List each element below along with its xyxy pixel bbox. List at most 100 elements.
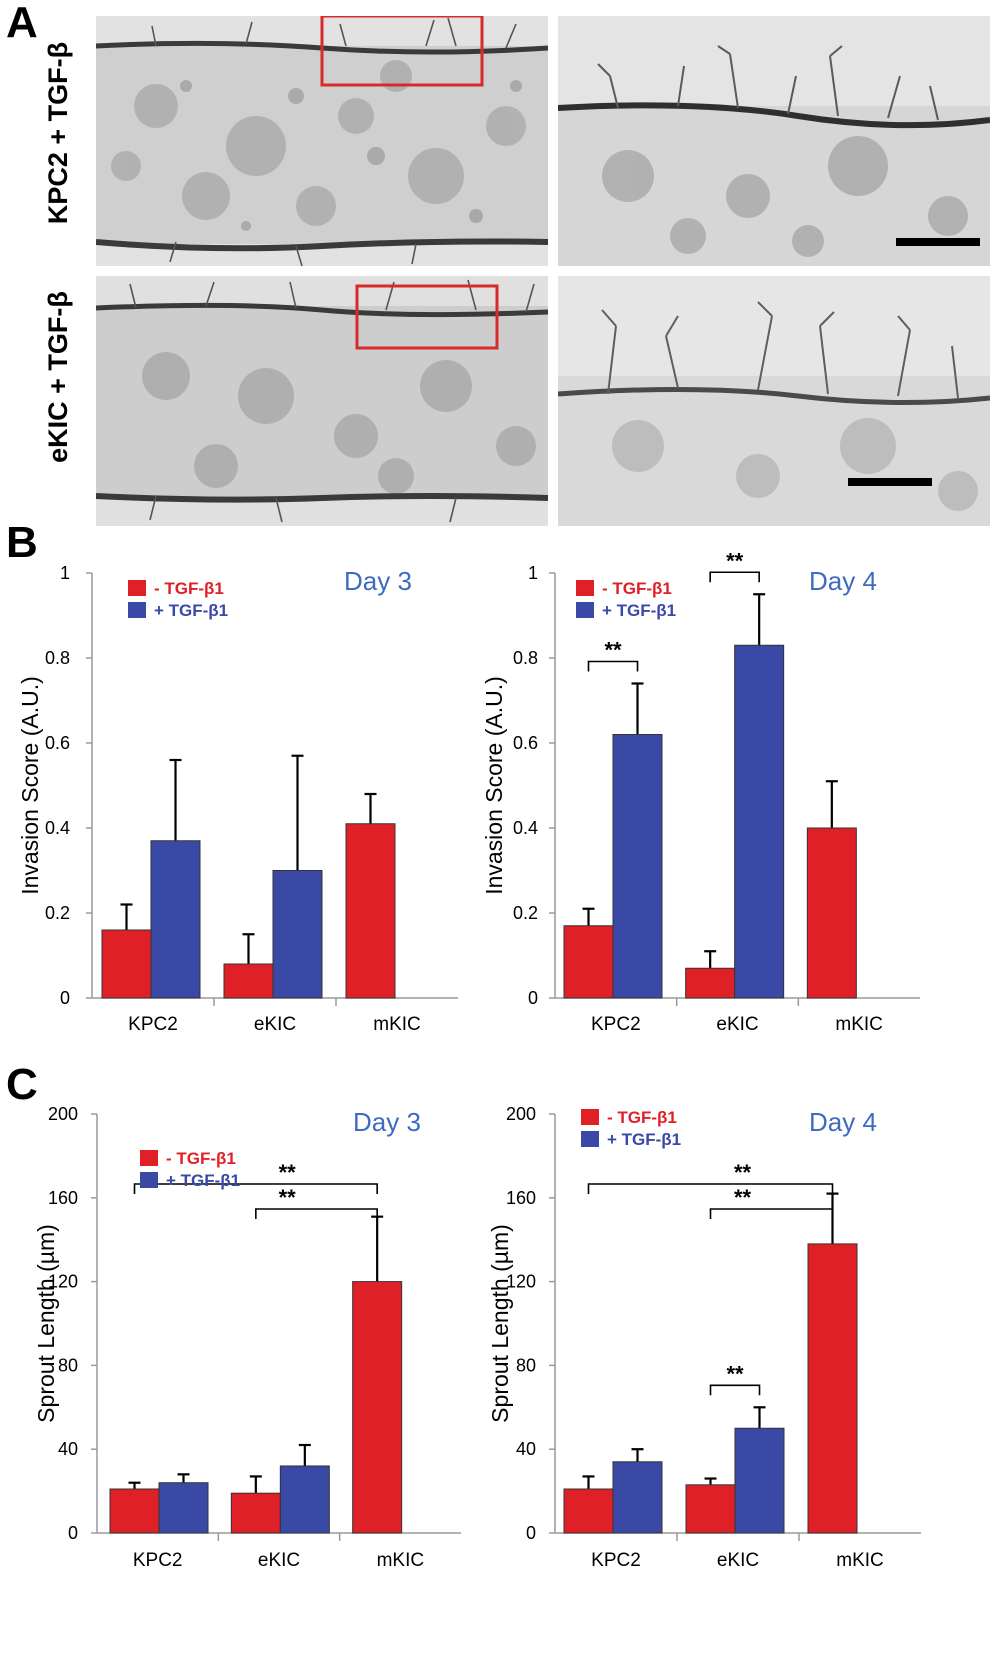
y-tick-label: 0 [68, 1523, 78, 1543]
chart-title: Day 4 [809, 1107, 877, 1137]
bar-plus-tgf-kpc2 [612, 734, 663, 999]
legend-swatch-minus [128, 580, 146, 596]
category-label: eKIC [258, 1550, 300, 1571]
legend-label-plus: + TGF-β1 [607, 1130, 681, 1149]
legend-swatch-plus [128, 602, 146, 618]
bar-minus-tgf-mkic [345, 823, 396, 999]
panel-letter-b: B [6, 518, 38, 567]
y-tick-label: 0.2 [45, 903, 70, 923]
chart-invasion-day4: 0 0.2 0.4 0.6 0.8 1 Invasion Score (A.U.) KPC2 e… [481, 548, 920, 1035]
y-tick-label: 0 [528, 988, 538, 1008]
chart-title: Day 3 [353, 1107, 421, 1137]
micrograph-ekic-overview [96, 276, 548, 526]
y-tick-label: 0.4 [513, 818, 538, 838]
bar-plus-tgf-ekic [734, 1427, 785, 1534]
legend-swatch-plus [576, 602, 594, 618]
significance-bracket [587, 1183, 834, 1194]
legend-label-plus: + TGF-β1 [166, 1171, 240, 1190]
y-tick-label: 160 [48, 1188, 78, 1208]
y-tick-label: 200 [506, 1104, 536, 1124]
y-tick-label: 0.8 [513, 648, 538, 668]
legend-label-minus: - TGF-β1 [166, 1149, 236, 1168]
bar-minus-tgf-ekic [685, 1484, 736, 1534]
category-label: KPC2 [591, 1550, 641, 1571]
significance-bracket [709, 571, 760, 583]
y-tick-label: 1 [528, 563, 538, 583]
category-label: eKIC [717, 1550, 759, 1571]
row-label-kpc2: KPC2 + TGF-β [43, 41, 73, 225]
bar-minus-tgf-ekic [230, 1492, 281, 1534]
y-tick-label: 0.8 [45, 648, 70, 668]
bar-minus-tgf-mkic [806, 827, 857, 999]
category-label: mKIC [373, 1014, 421, 1035]
legend-label-plus: + TGF-β1 [602, 601, 676, 620]
y-tick-label: 1 [60, 563, 70, 583]
y-tick-label: 160 [506, 1188, 536, 1208]
y-tick-label: 0 [526, 1523, 536, 1543]
bar-minus-tgf-kpc2 [101, 929, 152, 999]
significance-label: ** [604, 638, 622, 663]
significance-bracket [709, 1384, 761, 1396]
bar-minus-tgf-kpc2 [563, 925, 614, 999]
legend-label-minus: - TGF-β1 [154, 579, 224, 598]
bar-plus-tgf-ekic [272, 870, 323, 999]
significance-bracket [133, 1183, 378, 1194]
y-axis-label: Sprout Length (µm) [33, 1224, 59, 1423]
y-tick-label: 0.2 [513, 903, 538, 923]
y-tick-label: 40 [516, 1439, 536, 1459]
legend-label-plus: + TGF-β1 [154, 601, 228, 620]
bar-minus-tgf-kpc2 [109, 1488, 160, 1534]
bar-plus-tgf-kpc2 [158, 1482, 209, 1534]
legend-swatch-minus [576, 580, 594, 596]
panel-letter-c: C [6, 1060, 38, 1109]
bar-plus-tgf-kpc2 [150, 840, 201, 999]
significance-label: ** [734, 1160, 752, 1185]
significance-label: ** [734, 1185, 752, 1210]
legend-swatch-minus [581, 1109, 599, 1125]
bar-minus-tgf-kpc2 [563, 1488, 614, 1534]
legend-swatch-plus [581, 1131, 599, 1147]
y-tick-label: 0.4 [45, 818, 70, 838]
y-tick-label: 0.6 [45, 733, 70, 753]
y-tick-label: 200 [48, 1104, 78, 1124]
row-label-ekic: eKIC + TGF-β [43, 291, 73, 463]
category-label: mKIC [835, 1014, 883, 1035]
bar-plus-tgf-kpc2 [612, 1461, 663, 1534]
chart-invasion-day3: 0 0.2 0.4 0.6 0.8 1 Invasion Score (A.U.) KPC2 e… [17, 563, 458, 1035]
bar-minus-tgf-ekic [685, 967, 736, 999]
category-label: KPC2 [591, 1014, 641, 1035]
y-tick-label: 120 [506, 1272, 536, 1292]
legend-swatch-minus [140, 1150, 158, 1166]
legend-label-minus: - TGF-β1 [602, 579, 672, 598]
micrograph-ekic-zoom [558, 276, 990, 526]
bar-minus-tgf-ekic [223, 963, 274, 999]
y-tick-label: 80 [58, 1355, 78, 1375]
bar-minus-tgf-mkic [352, 1281, 403, 1534]
category-label: KPC2 [133, 1550, 183, 1571]
significance-label: ** [279, 1185, 297, 1210]
significance-label: ** [726, 548, 744, 573]
chart-sprout-day3: 0 40 80 120 160 200 Sprout Length (µm) KPC2 eKIC… [33, 1104, 461, 1571]
micrograph-kpc2-overview [96, 16, 548, 266]
category-label: mKIC [377, 1550, 425, 1571]
category-label: eKIC [716, 1014, 758, 1035]
significance-label: ** [726, 1361, 744, 1386]
legend-label-minus: - TGF-β1 [607, 1108, 677, 1127]
chart-sprout-day4: 0 40 80 120 160 200 Sprout Length (µm) KPC2 eKIC… [487, 1104, 921, 1571]
significance-label: ** [279, 1160, 297, 1185]
chart-title: Day 3 [344, 566, 412, 596]
bar-plus-tgf-ekic [279, 1465, 330, 1534]
y-tick-label: 80 [516, 1355, 536, 1375]
category-label: KPC2 [128, 1014, 178, 1035]
bar-plus-tgf-ekic [734, 644, 785, 999]
micrograph-kpc2-zoom [558, 16, 990, 266]
y-tick-label: 0.6 [513, 733, 538, 753]
y-tick-label: 0 [60, 988, 70, 1008]
chart-title: Day 4 [809, 566, 877, 596]
y-tick-label: 40 [58, 1439, 78, 1459]
y-axis-label: Sprout Length (µm) [487, 1224, 513, 1423]
y-tick-label: 120 [48, 1272, 78, 1292]
category-label: mKIC [836, 1550, 884, 1571]
significance-bracket [709, 1208, 834, 1219]
significance-bracket [255, 1208, 378, 1219]
